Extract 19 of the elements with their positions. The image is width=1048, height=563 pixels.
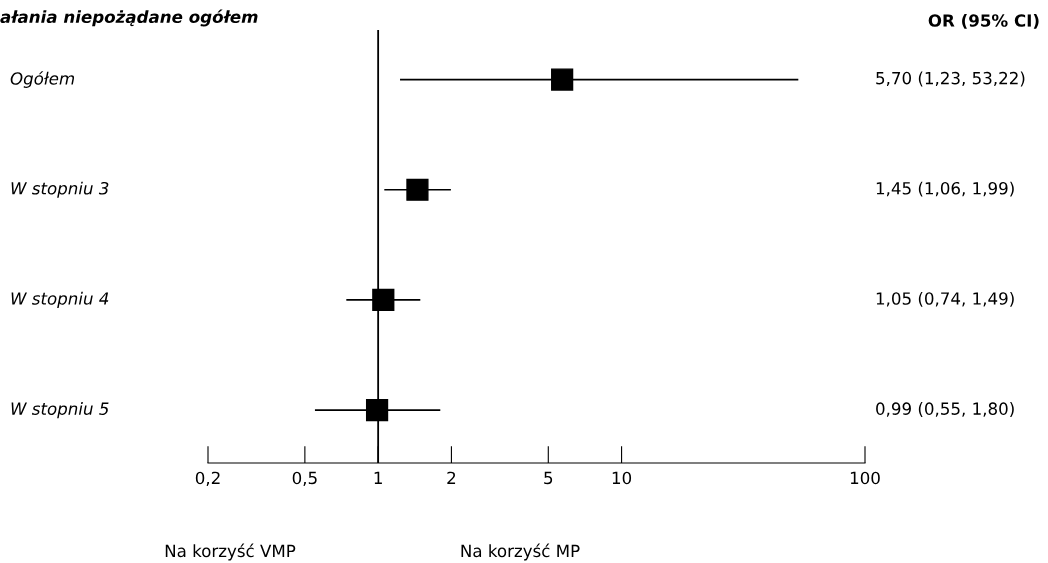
x-tick-label: 5 [544, 471, 553, 485]
text: 5,70 (1,23, 53,22) [876, 71, 1025, 87]
text: 1,05 (0,74, 1,49) [876, 291, 1014, 307]
text: Na korzyść VMP [165, 543, 296, 561]
x-tick-label: 2 [447, 471, 456, 484]
text: 1,45 (1,06, 1,99) [876, 181, 1014, 197]
x-tick-label: 10 [612, 471, 632, 485]
x-tick-label: 1 [374, 471, 382, 484]
x-tick-label: 100 [850, 471, 880, 485]
x-tick-label: 0,5 [292, 471, 317, 486]
text: Na korzyść MP [461, 543, 580, 561]
y-tick-label: W stopniu 4 [11, 291, 109, 308]
text: 0,99 (0,55, 1,80) [876, 402, 1014, 417]
y-tick-label: W stopniu 3 [11, 181, 109, 198]
y-tick-label: Ogółem [10, 71, 75, 88]
y-tick-label: W stopniu 5 [11, 402, 109, 419]
text: OR (95% CI) [928, 13, 1039, 29]
chart-title: ałania niepożądane ogółem [0, 9, 258, 27]
x-tick-label: 0,2 [195, 471, 220, 486]
